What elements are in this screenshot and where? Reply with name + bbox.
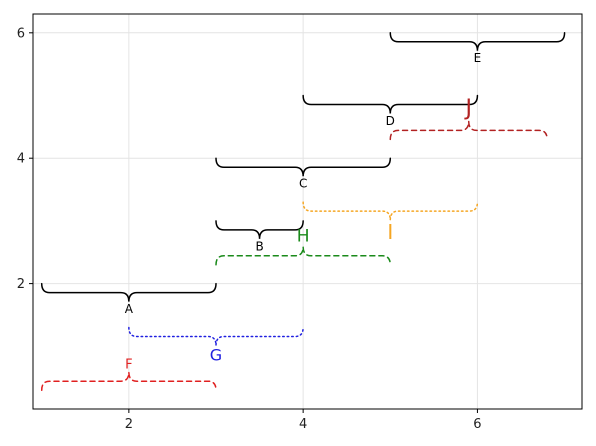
y-tick-label: 4 — [17, 152, 25, 167]
brace-label-j: J — [463, 96, 472, 121]
brace-label-e: E — [474, 51, 482, 65]
brace-label-b: B — [255, 239, 263, 253]
brace-series: A B C D E F G H I J — [40, 32, 566, 391]
plot-frame — [32, 13, 583, 410]
brace-label-a: A — [125, 302, 134, 316]
x-tick-label: 6 — [473, 417, 481, 432]
brace-a — [40, 282, 217, 302]
brace-label-i: I — [387, 220, 393, 244]
axis-ticks: 2 4 6 2 4 6 — [17, 26, 482, 432]
grid-lines — [33, 14, 582, 409]
brace-label-h: H — [297, 227, 310, 247]
brace-label-d: D — [386, 114, 395, 128]
brace-e — [389, 32, 566, 51]
y-tick-label: 6 — [17, 26, 25, 41]
x-tick-label: 4 — [299, 417, 307, 432]
y-tick-label: 2 — [17, 277, 25, 292]
brace-b — [215, 220, 304, 239]
brace-i — [302, 201, 479, 221]
brace-f — [40, 372, 217, 391]
brace-g — [128, 326, 304, 346]
brace-d — [302, 94, 479, 114]
brace-label-g: G — [210, 346, 222, 365]
brace-h — [215, 246, 392, 266]
brace-c — [215, 157, 392, 177]
x-tick-label: 2 — [125, 417, 133, 432]
brace-label-f: F — [125, 357, 132, 372]
brace-j — [389, 121, 548, 141]
brace-label-c: C — [299, 177, 307, 191]
